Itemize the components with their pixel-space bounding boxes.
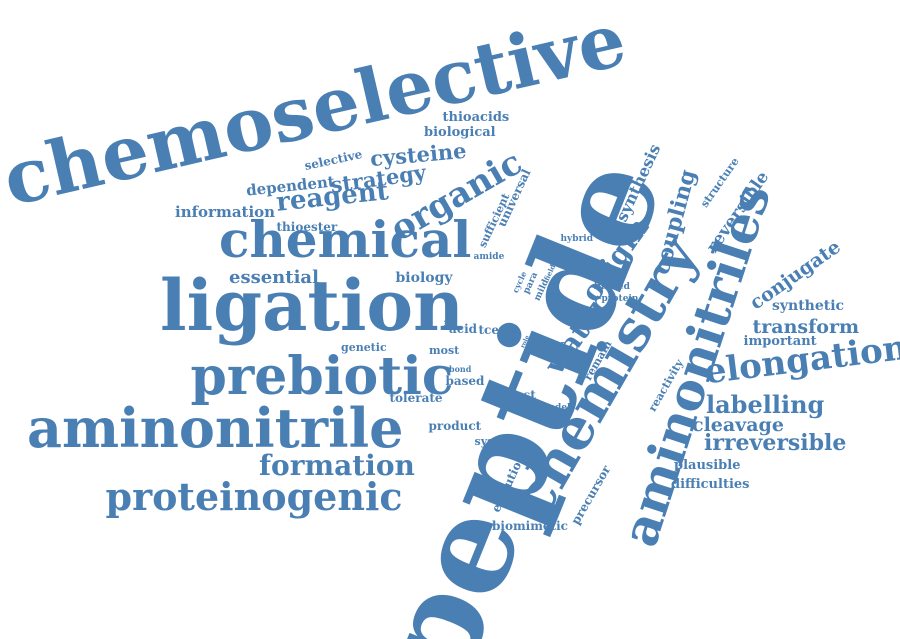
word-biology: biology: [395, 270, 453, 286]
word-plausible: plausible: [674, 457, 741, 473]
word-tcep: tcep: [478, 323, 508, 337]
word-limited: limited: [594, 281, 630, 292]
word-product: product: [428, 419, 482, 433]
word-important: important: [743, 333, 817, 349]
word-transform: transform: [752, 315, 860, 338]
word-essential: essential: [229, 267, 319, 288]
word-ligation: ligation: [160, 264, 464, 347]
word-difficulties: difficulties: [671, 476, 750, 492]
word-based: based: [445, 374, 485, 388]
word-life: life: [544, 339, 576, 360]
word-formation: formation: [259, 449, 415, 482]
word-labelling: labelling: [706, 390, 825, 419]
word-biological: biological: [424, 124, 496, 140]
word-strategy: strategy: [328, 158, 428, 198]
word-thioacids: thioacids: [442, 109, 510, 125]
word-synthetic: synthetic: [772, 298, 845, 314]
word-acid: acid: [449, 322, 478, 336]
word-hybrid: hybrid: [560, 233, 594, 244]
word-aminonitrile: aminonitrile: [27, 396, 404, 460]
word-robust: robust: [492, 388, 536, 402]
word-system: system: [474, 434, 518, 448]
word-most: most: [429, 343, 460, 357]
word-irreversible: irreversible: [704, 430, 847, 456]
word-proteinogenic: proteinogenic: [105, 474, 403, 519]
word-biomimetic: biomimetic: [492, 519, 568, 533]
word-thioester: thioester: [276, 220, 338, 234]
word-prebiotic: prebiotic: [190, 346, 454, 407]
word-chemical: chemical: [219, 210, 472, 269]
word-tolerate: tolerate: [389, 391, 443, 405]
word-genetic: genetic: [341, 340, 387, 354]
word-bond: bond: [449, 364, 472, 374]
word-protein: protein: [601, 293, 639, 304]
word-information: information: [175, 202, 276, 221]
word-cleavage: cleavage: [692, 413, 784, 436]
word-model: model: [539, 402, 571, 413]
word-amide: amide: [473, 251, 505, 262]
